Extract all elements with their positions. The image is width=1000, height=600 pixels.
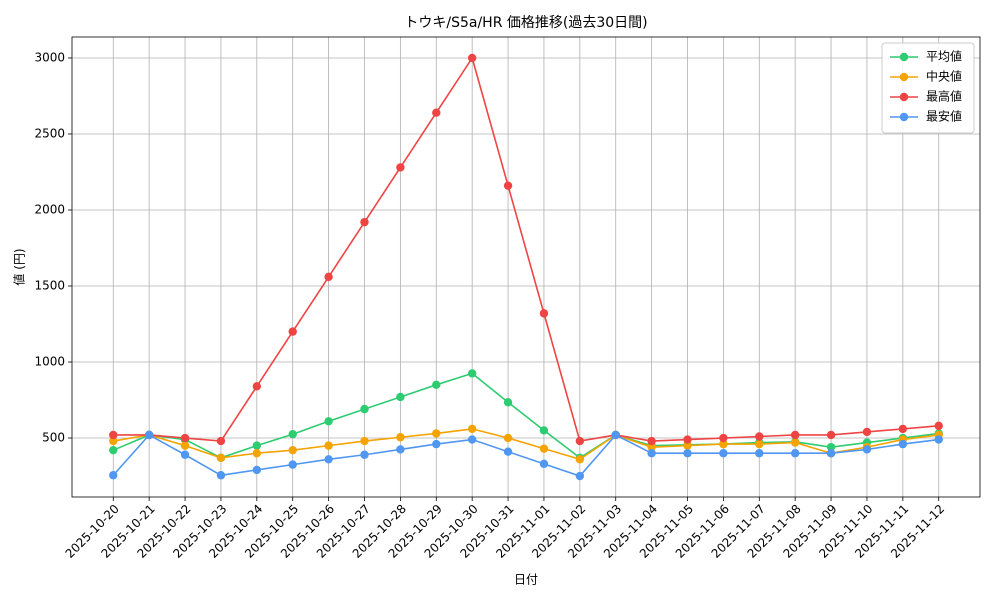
data-point — [396, 445, 405, 454]
data-point — [611, 430, 620, 440]
y-tick-label: 3000 — [34, 50, 65, 64]
data-point — [180, 450, 190, 459]
data-point — [647, 442, 656, 452]
data-point — [109, 445, 118, 455]
data-point — [934, 435, 943, 444]
y-tick-label: 2000 — [34, 202, 65, 216]
data-point — [898, 439, 908, 449]
data-point — [826, 430, 836, 440]
data-point — [252, 465, 262, 475]
data-point — [755, 432, 764, 441]
chart-title: トウキ/S5a/HR 価格推移(過去30日間) — [404, 15, 647, 31]
data-point — [719, 439, 728, 449]
legend-marker — [899, 72, 909, 82]
data-point — [755, 449, 764, 458]
data-point — [432, 380, 441, 390]
data-point — [467, 424, 477, 434]
data-point — [503, 433, 513, 443]
y-tick-label: 2500 — [34, 126, 65, 140]
data-point — [503, 447, 513, 456]
data-point — [647, 449, 656, 458]
data-point — [324, 417, 333, 426]
data-point — [790, 438, 800, 447]
data-point — [934, 421, 943, 431]
data-point — [216, 471, 226, 480]
y-tick-label: 1000 — [34, 355, 65, 369]
data-point — [396, 392, 405, 402]
series-line — [113, 56, 939, 442]
data-point — [432, 439, 441, 449]
data-point — [575, 471, 585, 481]
data-point — [324, 441, 333, 450]
data-point — [539, 444, 549, 453]
data-point — [647, 436, 656, 446]
x-axis-label: 日付 — [514, 573, 538, 587]
data-point — [180, 433, 190, 443]
y-axis-label: 値 (円) — [12, 248, 27, 285]
legend-marker — [899, 92, 909, 102]
data-point — [324, 455, 333, 464]
data-point — [503, 181, 513, 190]
legend-box — [881, 42, 975, 134]
data-point — [719, 449, 728, 458]
data-point — [216, 436, 226, 446]
data-point — [539, 309, 549, 318]
data-point — [288, 445, 297, 455]
data-point — [252, 449, 262, 458]
data-point — [360, 436, 369, 446]
data-point — [755, 439, 764, 449]
data-point — [575, 436, 585, 446]
data-point — [180, 441, 190, 450]
data-point — [898, 424, 908, 434]
data-point — [109, 430, 118, 440]
data-point — [467, 53, 477, 63]
data-point — [109, 436, 118, 446]
y-tick-label: 1500 — [34, 279, 65, 293]
series-line — [112, 372, 939, 459]
data-point — [467, 369, 477, 378]
data-point — [432, 108, 441, 117]
data-point — [360, 217, 369, 227]
data-point — [862, 445, 872, 454]
data-point — [360, 404, 369, 414]
data-point — [503, 398, 513, 407]
y-tick-label: 500 — [42, 431, 65, 445]
data-point — [288, 460, 297, 469]
data-point — [288, 327, 297, 336]
legend-label: 平均値 — [926, 49, 962, 64]
data-point — [683, 449, 692, 458]
data-point — [360, 450, 369, 459]
data-point — [324, 272, 333, 282]
series-line — [113, 428, 939, 461]
data-point — [862, 427, 872, 437]
data-point — [826, 442, 836, 452]
legend-marker — [899, 52, 909, 62]
data-point — [467, 435, 477, 444]
data-point — [790, 430, 800, 440]
data-point — [539, 459, 549, 469]
data-point — [790, 449, 800, 458]
data-point — [683, 441, 692, 450]
legend-marker — [899, 112, 909, 122]
data-point — [288, 430, 297, 439]
series-line — [112, 433, 939, 477]
data-point — [216, 453, 226, 462]
data-point — [575, 455, 585, 464]
data-point — [396, 433, 405, 442]
plot-frame — [71, 36, 981, 498]
data-point — [252, 441, 262, 450]
data-point — [719, 433, 728, 443]
data-point — [109, 471, 118, 480]
data-point — [683, 435, 692, 444]
data-point — [539, 426, 549, 435]
legend-label: 最安値 — [926, 109, 962, 124]
data-point — [826, 449, 836, 458]
data-point — [144, 430, 154, 440]
legend-label: 中央値 — [926, 69, 962, 84]
data-point — [252, 382, 262, 391]
data-point — [396, 163, 405, 172]
data-point — [432, 429, 441, 438]
legend-label: 最高値 — [926, 89, 962, 104]
